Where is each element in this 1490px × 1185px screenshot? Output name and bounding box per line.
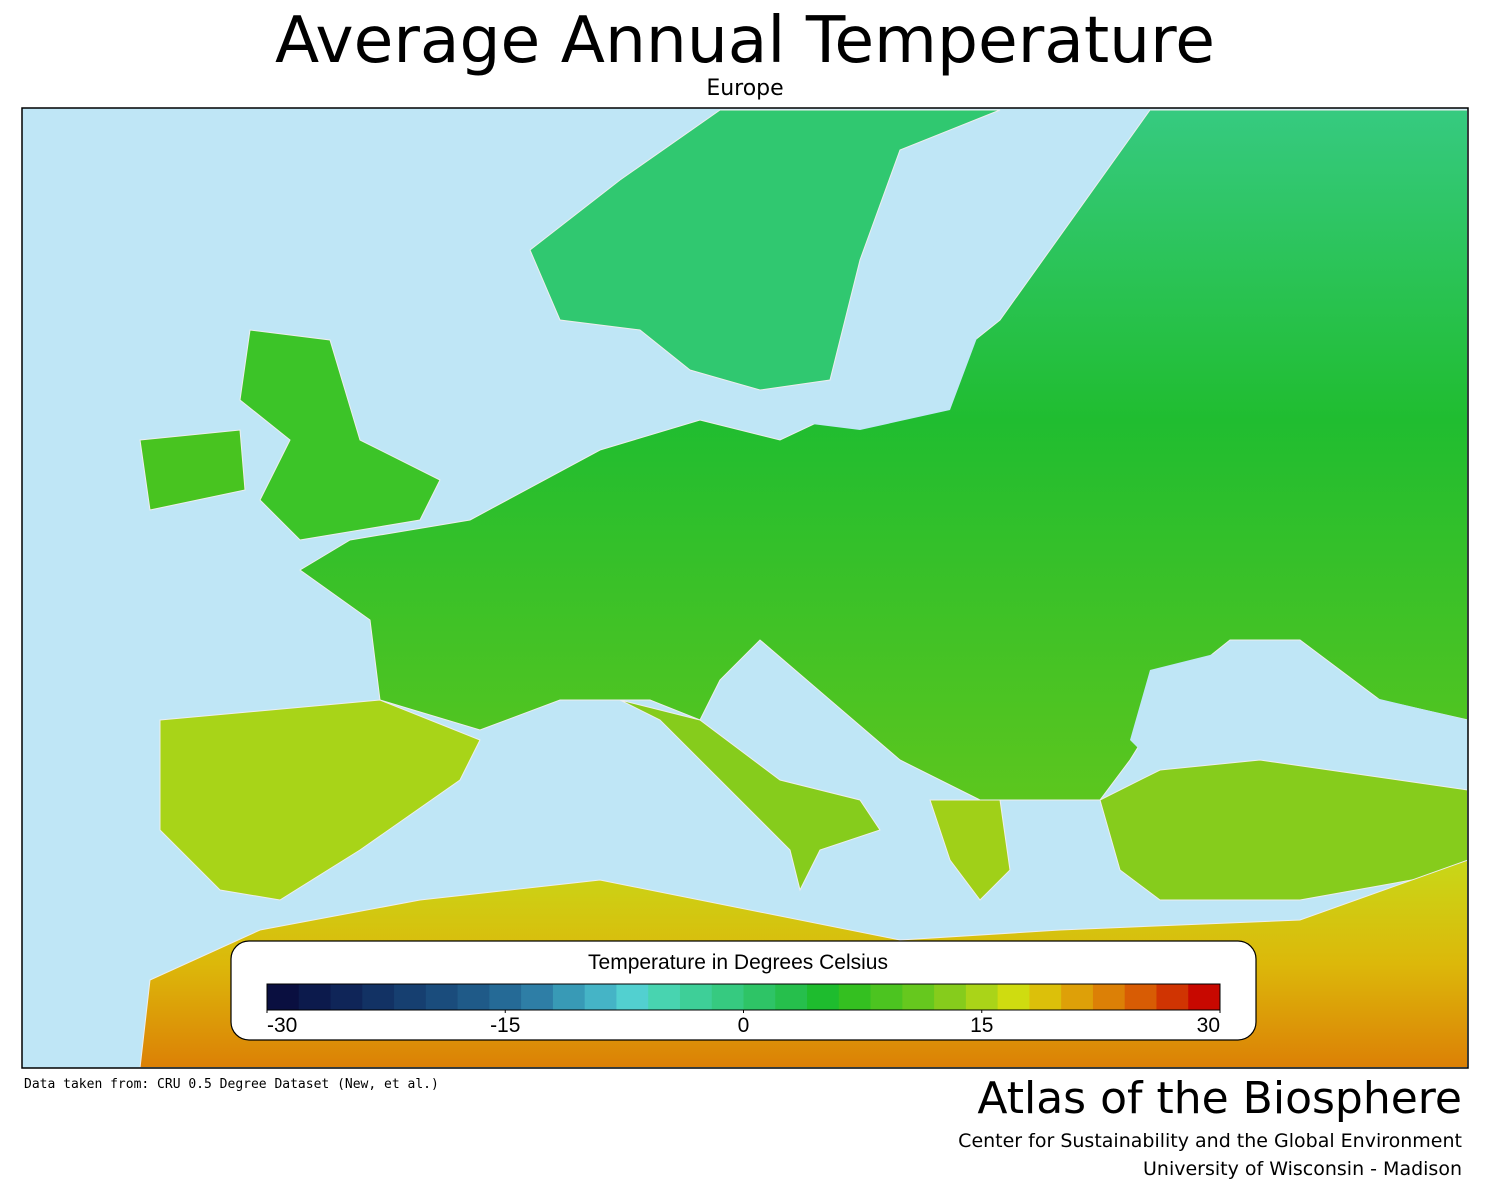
land-ireland: [139, 429, 246, 511]
sea-black: [1130, 650, 1467, 790]
tick-label: -15: [490, 1014, 520, 1037]
land-greece: [929, 799, 1011, 901]
color-bar: [267, 984, 1221, 1010]
color-swatch: [934, 984, 967, 1010]
source-note: Data taken from: CRU 0.5 Degree Dataset …: [24, 1077, 439, 1092]
color-swatch: [870, 984, 903, 1010]
color-swatch: [997, 984, 1030, 1010]
color-swatch: [1029, 984, 1062, 1010]
tick-label: 30: [1197, 1014, 1220, 1037]
org-line-1: Center for Sustainability and the Global…: [958, 1130, 1462, 1152]
color-swatch: [362, 984, 395, 1010]
color-swatch: [394, 984, 427, 1010]
map: [21, 107, 1469, 1069]
color-swatch: [648, 984, 681, 1010]
color-swatch: [489, 984, 522, 1010]
legend-title: Temperature in Degrees Celsius: [588, 951, 888, 974]
color-swatch: [743, 984, 776, 1010]
color-swatch: [1188, 984, 1221, 1010]
color-swatch: [838, 984, 872, 1010]
legend: Temperature in Degrees Celsius -30 -15 0 15…: [230, 940, 1257, 1041]
color-swatch: [330, 984, 363, 1010]
color-swatch: [775, 984, 808, 1010]
brand: Atlas of the Biosphere: [977, 1073, 1462, 1124]
color-swatch: [584, 984, 617, 1010]
color-swatch: [1156, 984, 1189, 1010]
color-swatch: [965, 984, 999, 1010]
color-swatch: [1092, 984, 1126, 1010]
land-iberia: [159, 699, 481, 901]
color-swatch: [1124, 984, 1157, 1010]
subtitle: Europe: [706, 76, 783, 101]
land-anatolia: [1099, 759, 1467, 901]
legend-ticks: -30 -15 0 15 30: [266, 1010, 1221, 1037]
color-swatch: [902, 984, 935, 1010]
color-swatch: [552, 984, 586, 1010]
color-swatch: [457, 984, 490, 1010]
color-swatch: [711, 984, 744, 1010]
tick-label: -30: [267, 1014, 297, 1037]
land-scandinavia: [529, 109, 1001, 391]
tick-label: 15: [970, 1014, 993, 1037]
color-swatch: [298, 984, 332, 1010]
color-swatch: [807, 984, 840, 1010]
title: Average Annual Temperature: [275, 4, 1215, 78]
color-swatch: [679, 984, 713, 1010]
color-swatch: [1061, 984, 1094, 1010]
color-swatch: [521, 984, 554, 1010]
tick-label: 0: [738, 1014, 750, 1037]
sea-baltic: [780, 170, 1060, 430]
org-line-2: University of Wisconsin - Madison: [1143, 1158, 1462, 1180]
land-italy: [619, 699, 881, 892]
color-swatch: [267, 984, 300, 1010]
color-swatch: [425, 984, 459, 1010]
land-britain: [239, 329, 441, 541]
color-swatch: [616, 984, 649, 1010]
